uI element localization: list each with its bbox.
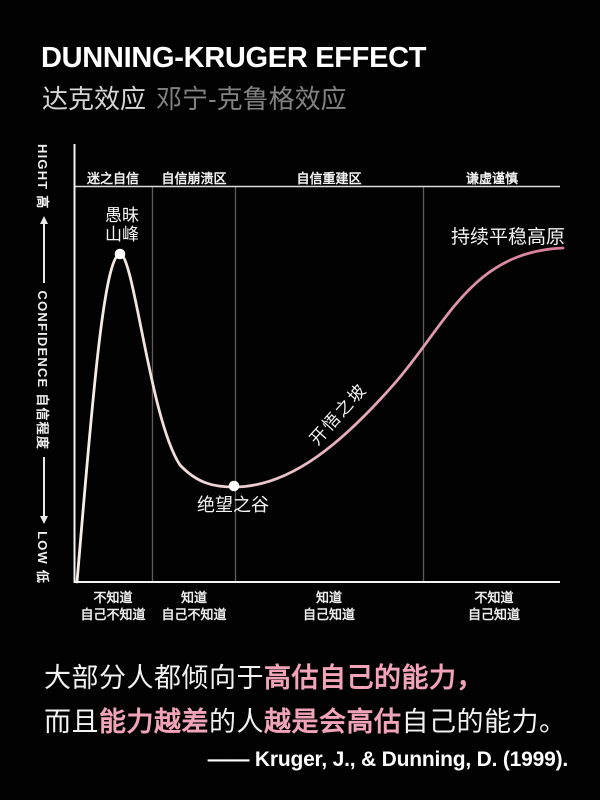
y-axis-mid-label: CONFIDENCE 自信程度: [35, 290, 51, 451]
valley-point: [228, 480, 240, 492]
confidence-curve: [75, 246, 565, 584]
caption-2-normal-3: 自己的能力。: [401, 707, 567, 737]
subtitle-chinese-alt: 邓宁-克鲁格效应: [156, 84, 347, 114]
page-subtitle: 达克效应 邓宁-克鲁格效应: [42, 79, 347, 116]
axis-arrow-up-icon: [40, 216, 48, 225]
caption-1-normal: 大部分人都倾向于: [44, 663, 264, 693]
annotation-peak-line2: 山峰: [105, 225, 139, 244]
annotation-plateau-of-sustainability: 持续平稳高原: [450, 227, 565, 248]
caption-line-2: 而且能力越差的人越是会高估自己的能力。: [44, 700, 567, 739]
x-axis-label-1-line1: 不知道: [93, 590, 133, 605]
x-axis-label-2-line2: 自己不知道: [161, 607, 227, 622]
x-axis-label-4-line2: 自己知道: [467, 607, 521, 622]
axis-line-segment: [43, 224, 45, 284]
zone-label-modesty: 谦虚谨慎: [465, 171, 519, 186]
caption-1-highlight: 高估自己的能力，: [264, 663, 484, 693]
x-axis-label-1: 不知道 自己不知道: [80, 589, 145, 623]
annotation-peak-of-stupidity: 愚昧 山峰: [105, 206, 139, 244]
x-axis-label-4-line1: 不知道: [474, 590, 514, 605]
annotation-valley-of-despair: 绝望之谷: [197, 495, 269, 515]
peak-point: [114, 248, 126, 260]
x-axis-label-3: 知道 自己知道: [303, 589, 355, 623]
x-axis-label-2-line1: 知道: [180, 590, 208, 605]
x-axis-label-1-line2: 自己不知道: [80, 607, 146, 622]
caption-2-normal-1: 而且: [44, 707, 99, 737]
x-axis-label-3-line1: 知道: [315, 590, 343, 605]
caption-2-normal-2: 的人: [209, 707, 264, 737]
citation-text: —— Kruger, J., & Dunning, D. (1999).: [207, 748, 569, 771]
y-axis-high-label: HIGHT 高: [35, 144, 51, 210]
x-axis-label-4: 不知道 自己知道: [468, 589, 520, 623]
y-axis-label: HIGHT 高 CONFIDENCE 自信程度 LOW 低: [34, 144, 54, 584]
caption-2-highlight-2: 越是会高估: [264, 707, 402, 737]
y-axis-upper-connector: [40, 216, 48, 284]
zone-label-blind-confidence: 迷之自信: [86, 171, 140, 186]
zone-label-confidence-rebuild: 自信重建区: [296, 171, 362, 186]
y-axis-low-label: LOW 低: [35, 531, 51, 585]
x-axis-label-3-line2: 自己知道: [302, 607, 356, 622]
caption-line-1: 大部分人都倾向于高估自己的能力，: [44, 656, 484, 695]
subtitle-chinese: 达克效应: [42, 84, 147, 114]
annotation-peak-line1: 愚昧: [105, 206, 139, 225]
axis-line-segment: [43, 457, 45, 517]
y-axis-lower-connector: [40, 457, 48, 525]
axis-arrow-down-icon: [40, 516, 48, 525]
x-axis-label-2: 知道 自己不知道: [161, 589, 226, 623]
zone-label-confidence-collapse: 自信崩溃区: [161, 171, 227, 186]
page-title: DUNNING-KRUGER EFFECT: [41, 42, 427, 74]
caption-2-highlight-1: 能力越差: [99, 707, 209, 737]
